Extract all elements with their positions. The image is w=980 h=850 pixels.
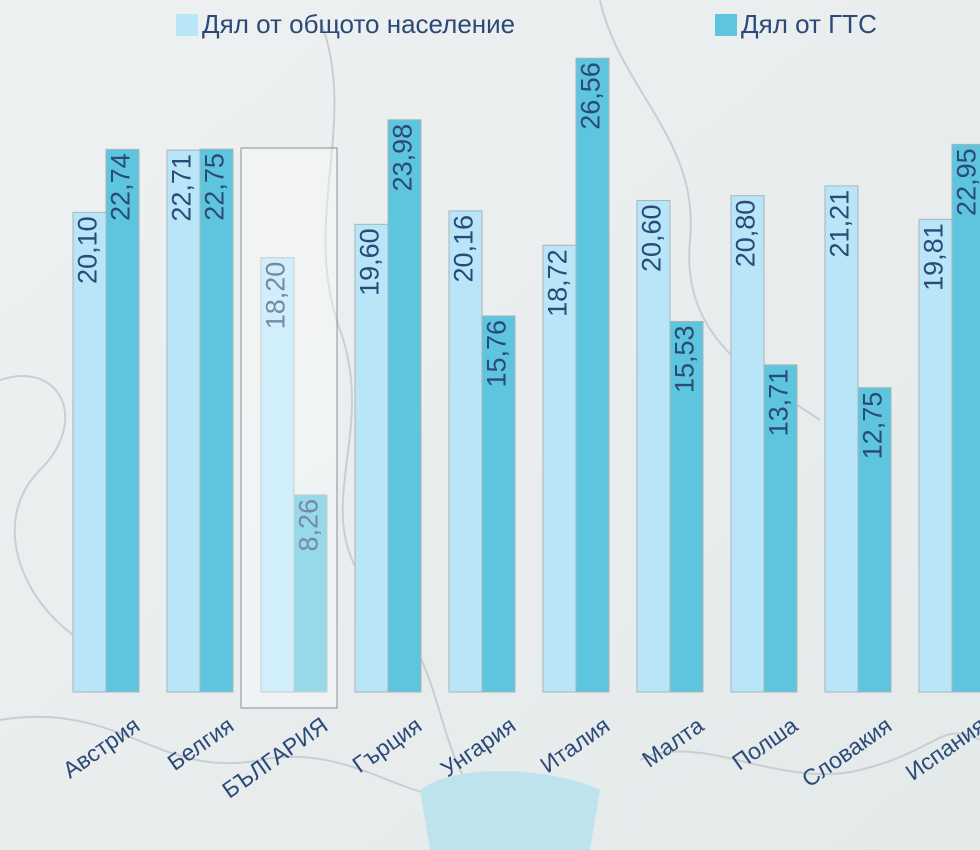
bar — [669, 320, 704, 693]
value-label: 22,74 — [106, 153, 136, 221]
bar — [166, 149, 201, 693]
bar — [951, 143, 980, 693]
bar — [730, 195, 765, 693]
value-label: 22,75 — [200, 153, 230, 221]
bar — [105, 148, 140, 693]
value-label: 21,21 — [825, 190, 855, 258]
value-label: 22,71 — [167, 154, 197, 222]
bar — [636, 199, 671, 693]
value-label: 20,80 — [731, 200, 761, 268]
value-label: 22,95 — [952, 148, 980, 216]
value-label: 8,26 — [294, 499, 324, 552]
bar — [260, 257, 295, 693]
value-label: 13,71 — [764, 369, 794, 437]
value-label: 26,56 — [576, 62, 606, 130]
value-label: 15,53 — [670, 325, 700, 393]
bar — [918, 218, 953, 693]
bar — [387, 119, 422, 693]
bar — [199, 148, 234, 693]
bar — [575, 57, 610, 693]
legend-swatch — [176, 14, 198, 36]
map-region — [420, 771, 600, 850]
bar — [481, 315, 516, 693]
bar — [293, 494, 328, 693]
value-label: 20,16 — [449, 215, 479, 283]
bar — [354, 223, 389, 693]
value-label: 20,60 — [637, 204, 667, 272]
value-label: 12,75 — [858, 392, 888, 460]
bar — [72, 211, 107, 693]
value-label: 19,60 — [355, 228, 385, 296]
value-label: 19,81 — [919, 223, 949, 291]
highlight-box — [240, 147, 338, 709]
value-label: 18,72 — [543, 249, 573, 317]
value-label: 18,20 — [261, 262, 291, 330]
value-label: 15,76 — [482, 320, 512, 388]
value-label: 23,98 — [388, 124, 418, 192]
bar — [857, 387, 892, 693]
bar — [542, 244, 577, 693]
value-label: 20,10 — [73, 216, 103, 284]
legend-label: Дял от ГТС — [741, 9, 877, 39]
legend-label: Дял от общото население — [202, 9, 515, 39]
bar — [763, 364, 798, 693]
bar — [824, 185, 859, 693]
legend-swatch — [715, 14, 737, 36]
